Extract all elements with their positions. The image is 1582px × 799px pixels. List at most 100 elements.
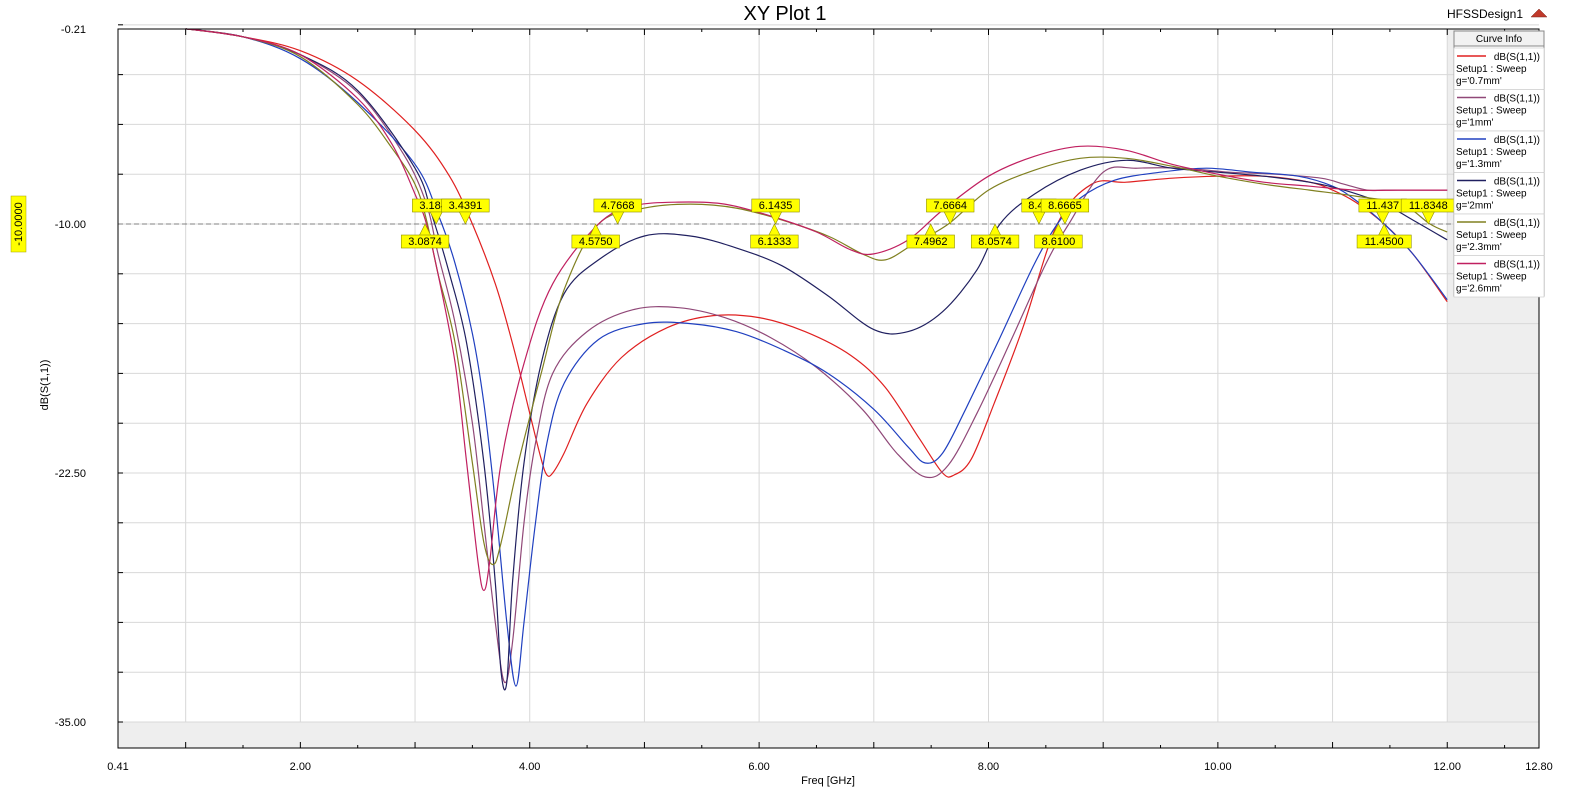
legend-entry-line3: g='0.7mm' [1456,76,1502,87]
legend-entry-line3: g='1.3mm' [1456,159,1502,170]
legend-header: Curve Info [1476,34,1523,45]
marker-label-box [1034,234,1083,249]
series-line-0[interactable] [185,28,1448,478]
x-axis-title: Freq [GHz] [801,775,855,787]
marker-triangle [1058,211,1072,225]
marker-triangle [429,211,443,225]
legend-entry-line2: Setup1 : Sweep [1456,64,1527,75]
series-line-1[interactable] [185,28,1448,684]
marker-triangle [1376,211,1390,225]
marker-label-box [970,234,1020,249]
plot-title: XY Plot 1 [743,3,826,25]
legend-entry-line3: g='2mm' [1456,201,1494,212]
legend-entry-line2: Setup1 : Sweep [1456,106,1527,117]
legend-entry-box [1453,213,1545,256]
marker-triangle [611,211,625,225]
y-axis-title: dB(S(1,1)) [39,360,51,411]
marker-label: 8.6665 [1048,200,1082,212]
marker-3[interactable]: 4.7668 [593,198,642,225]
marker-7[interactable]: 7.6664 [926,198,975,225]
legend-entries: dB(S(1,1))Setup1 : Sweepg='0.7mm'dB(S(1,… [1453,47,1545,298]
marker-4[interactable]: 4.5750 [571,223,620,249]
marker-label: 8.0574 [978,236,1012,248]
y-tick-label: -0.21 [61,24,86,36]
plot-frame [117,28,1540,749]
legend-entry-line3: g='2.6mm' [1456,284,1502,295]
series-line-4[interactable] [185,28,1448,566]
marker-label-box [1356,234,1412,249]
marker-label: 4.7668 [601,200,635,212]
marker-triangle [1032,211,1046,225]
legend-entry-box [1453,130,1545,173]
marker-label: 11.4500 [1365,236,1404,248]
marker-label: 6.1435 [759,200,793,212]
marker-label: 11.8348 [1409,200,1448,212]
marker-triangle [769,211,783,225]
y-tick-label: -35.00 [55,717,86,729]
series-group [185,28,1448,691]
marker-label: 3.0874 [408,236,442,248]
legend-entry-line1: dB(S(1,1)) [1494,94,1540,105]
axes: 0.41 2.00 4.00 6.00 8.00 10.00 12.00 12.80 -0.21… [55,24,1553,773]
marker-5[interactable]: 6.1435 [751,198,800,225]
legend-entry-line1: dB(S(1,1)) [1494,135,1540,146]
marker-11[interactable]: 8.6665 [1040,198,1090,225]
legend-entry-line1: dB(S(1,1)) [1494,218,1540,229]
series-line-2[interactable] [185,28,1448,687]
marker-label: 11.437 [1366,200,1399,212]
design-name: HFSSDesign1 [1447,7,1523,21]
legend-entry-line2: Setup1 : Sweep [1456,147,1527,158]
legend-entry-box [1453,89,1545,132]
legend-entry-line2: Setup1 : Sweep [1456,189,1527,200]
marker-12[interactable]: 8.6100 [1034,223,1083,249]
legend-entry-box [1453,172,1545,215]
x-tick-label: 0.41 [107,761,128,773]
out-of-range-band-bottom [118,722,1539,748]
y-tick-label: -22.50 [55,468,86,480]
marker-label-box [571,234,620,249]
marker-9[interactable]: 8.0574 [970,223,1020,249]
marker-label-box [750,234,799,249]
legend[interactable]: Curve Info dB(S(1,1))Setup1 : Sweepg='0.… [1453,30,1545,298]
marker-6[interactable]: 6.1333 [750,223,799,249]
warning-icon[interactable] [1530,8,1548,18]
plot-area[interactable] [118,29,1539,748]
marker-triangle [458,211,472,225]
marker-14[interactable]: 11.8348 [1400,198,1456,225]
marker-label: 8.6100 [1042,236,1076,248]
marker-label: 6.1333 [758,236,792,248]
legend-entry-line1: dB(S(1,1)) [1494,52,1540,63]
x-tick-label: 4.00 [519,761,540,773]
marker-1[interactable]: 3.4391 [441,198,490,225]
x-tick-label: 12.00 [1433,761,1461,773]
marker-13[interactable]: 11.437 [1358,198,1407,225]
marker-label-box [400,234,450,249]
legend-entry-line1: dB(S(1,1)) [1494,177,1540,188]
marker-label-box [906,234,955,249]
marker-label: 7.4962 [914,236,948,248]
marker-8[interactable]: 7.4962 [906,223,955,249]
marker-2[interactable]: 3.0874 [400,223,450,249]
marker-15[interactable]: 11.4500 [1356,223,1412,249]
marker-triangle [943,211,957,225]
legend-entry-box [1453,255,1545,298]
y-tick-label: -10.00 [55,219,86,231]
legend-entry-line1: dB(S(1,1)) [1494,260,1540,271]
legend-header-bg [1453,30,1545,47]
x-tick-label: 8.00 [978,761,999,773]
x-tick-label: 2.00 [290,761,311,773]
legend-entry-line3: g='1mm' [1456,118,1494,129]
marker-label: 3.4391 [449,200,483,212]
marker-label: 7.6664 [933,200,967,212]
x-tick-label: 12.80 [1525,761,1553,773]
reference-value-label: -10.0000 [13,202,25,245]
x-tick-label: 10.00 [1204,761,1232,773]
legend-entry-line2: Setup1 : Sweep [1456,230,1527,241]
